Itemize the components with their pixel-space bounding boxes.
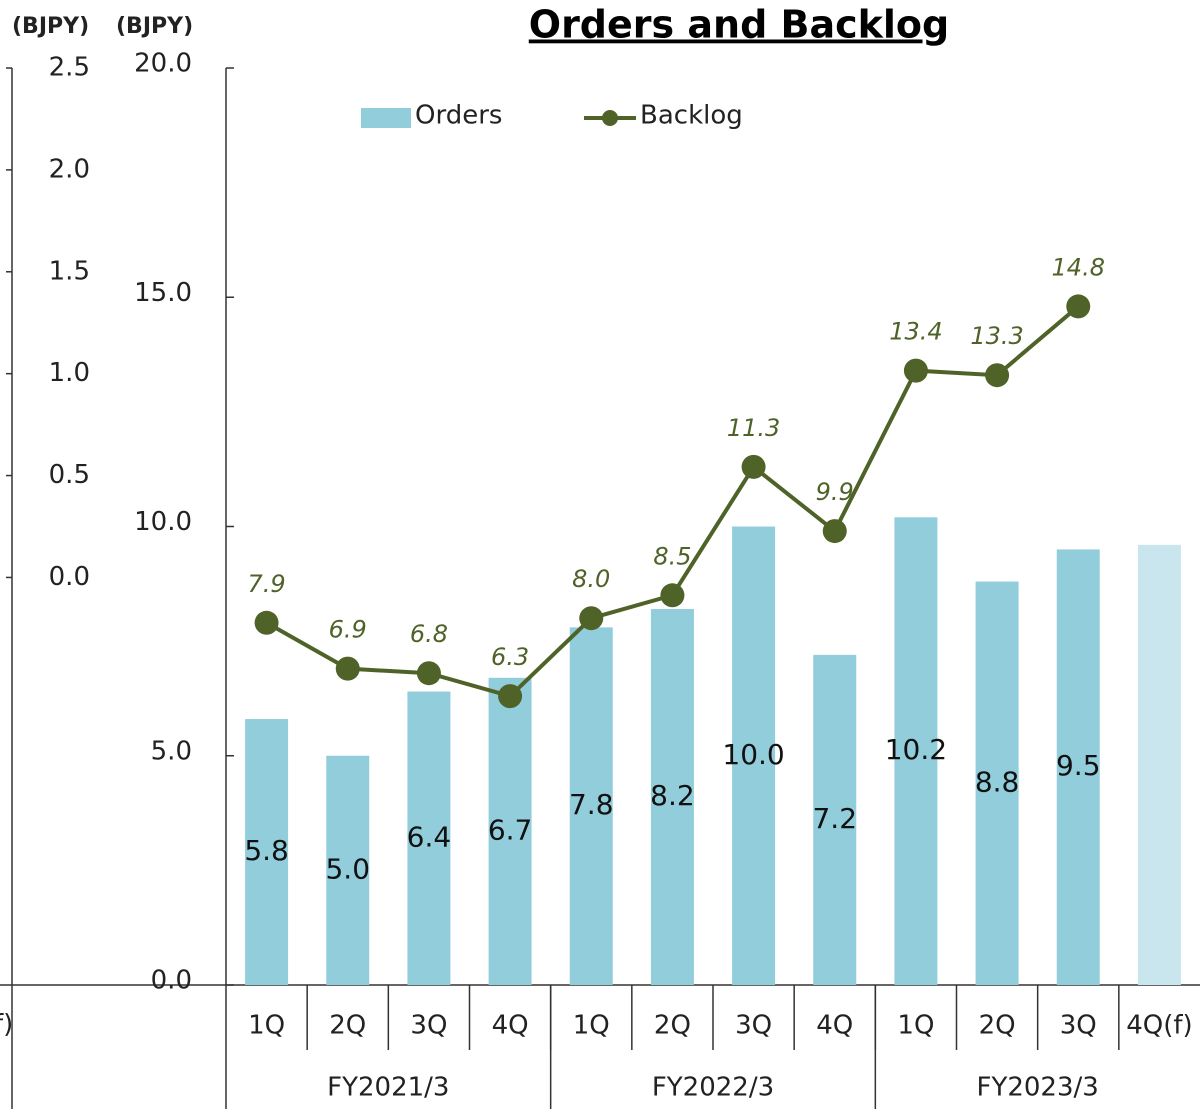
- bar-value-label: 10.2: [885, 733, 947, 766]
- bar-value-label: 8.8: [975, 765, 1020, 798]
- line-value-label: 13.3: [970, 322, 1023, 350]
- bar: [245, 719, 289, 985]
- bar: [1137, 544, 1181, 985]
- legend-label: Orders: [415, 101, 502, 131]
- legend-label: Backlog: [640, 101, 743, 131]
- line-value-label: 9.9: [816, 478, 854, 506]
- x-tick-label: 2Q: [979, 1011, 1016, 1041]
- y-tick-label: 0.0: [151, 966, 192, 996]
- cropped-label: f): [0, 1010, 13, 1040]
- y-tick-label: 20.0: [134, 49, 192, 79]
- group-label: FY2022/3: [652, 1073, 774, 1103]
- line-value-label: 8.0: [572, 565, 610, 593]
- line-point: [1066, 294, 1091, 319]
- line-point: [335, 656, 360, 681]
- line-point: [741, 454, 766, 479]
- legend-swatch: [602, 110, 618, 126]
- line-point: [985, 363, 1010, 388]
- bar-value-label: 8.2: [650, 779, 695, 812]
- y2-tick-label: 2.0: [49, 154, 90, 184]
- bar: [326, 755, 370, 985]
- bar: [488, 677, 532, 985]
- line-value-label: 13.4: [889, 318, 942, 346]
- bar: [1056, 549, 1100, 985]
- bar-value-label: 5.0: [325, 852, 370, 885]
- legend-swatch: [361, 108, 411, 128]
- line-value-label: 11.3: [727, 414, 780, 442]
- bar-value-label: 6.7: [488, 813, 533, 846]
- line-point: [903, 358, 928, 383]
- y2-tick-label: 1.0: [49, 358, 90, 388]
- bar-value-label: 10.0: [722, 738, 784, 771]
- line-value-label: 6.9: [329, 616, 367, 644]
- bar-value-label: 9.5: [1056, 749, 1101, 782]
- y-tick-label: 10.0: [134, 507, 192, 537]
- bar: [975, 581, 1019, 985]
- line-value-label: 6.8: [410, 620, 448, 648]
- x-tick-label: 4Q: [816, 1011, 853, 1041]
- y-tick-label: 5.0: [151, 736, 192, 766]
- line-point: [254, 610, 279, 635]
- bar-value-label: 6.4: [407, 820, 452, 853]
- bar-value-label: 7.2: [812, 802, 857, 835]
- x-tick-label: 4Q(f): [1126, 1011, 1192, 1041]
- x-tick-label: 2Q: [654, 1011, 691, 1041]
- y2-axis-label: (BJPY): [12, 14, 89, 39]
- x-tick-label: 1Q: [248, 1011, 285, 1041]
- line-point: [660, 583, 685, 608]
- bar: [650, 609, 694, 985]
- y2-tick-label: 0.5: [49, 460, 90, 490]
- bar: [813, 654, 857, 985]
- y2-tick-label: 1.5: [49, 256, 90, 286]
- bar-value-label: 5.8: [244, 834, 289, 867]
- x-tick-label: 4Q: [492, 1011, 529, 1041]
- y2-tick-label: 2.5: [49, 53, 90, 83]
- group-label: FY2021/3: [327, 1073, 449, 1103]
- y2-tick-label: 0.0: [49, 562, 90, 592]
- line-value-label: 8.5: [653, 542, 691, 570]
- chart-title: Orders and Backlog: [529, 3, 949, 47]
- bar: [894, 517, 938, 985]
- line-value-label: 6.3: [491, 643, 529, 671]
- line-point: [498, 684, 523, 709]
- line-value-label: 7.9: [247, 570, 285, 598]
- group-label: FY2023/3: [977, 1073, 1099, 1103]
- x-tick-label: 1Q: [573, 1011, 610, 1041]
- bar: [569, 627, 613, 985]
- line-value-label: 14.8: [1052, 253, 1105, 281]
- line-point: [822, 519, 847, 544]
- bar: [732, 526, 776, 985]
- line-point: [416, 661, 441, 686]
- bar: [407, 691, 451, 985]
- y-axis-label: (BJPY): [116, 14, 193, 39]
- x-tick-label: 3Q: [410, 1011, 447, 1041]
- line-point: [579, 606, 604, 631]
- x-tick-label: 2Q: [329, 1011, 366, 1041]
- x-tick-label: 1Q: [897, 1011, 934, 1041]
- bar-value-label: 7.8: [569, 788, 614, 821]
- y-tick-label: 15.0: [134, 278, 192, 308]
- x-tick-label: 3Q: [1060, 1011, 1097, 1041]
- x-tick-label: 3Q: [735, 1011, 772, 1041]
